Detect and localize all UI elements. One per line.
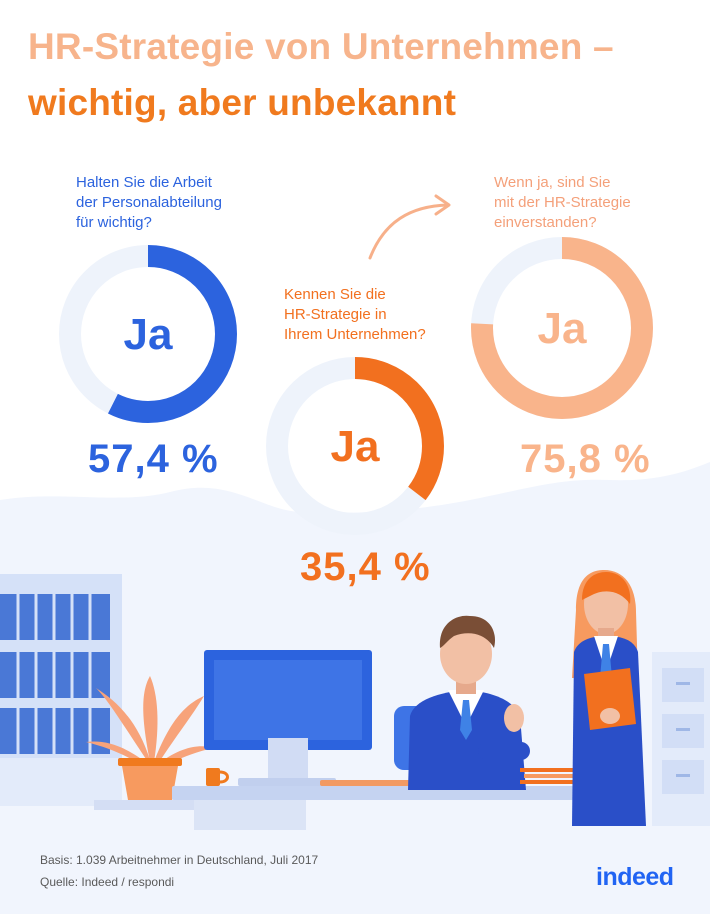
value-label-3: 75,8 % [520, 437, 651, 481]
donut-center-label-3: Ja [538, 304, 587, 353]
question-1: Halten Sie die Arbeit der Personalabteil… [76, 174, 222, 231]
footer-basis: Basis: 1.039 Arbeitnehmer in Deutschland… [40, 853, 319, 867]
footer-source: Quelle: Indeed / respondi [40, 875, 175, 889]
monitor-illustration [204, 650, 372, 786]
title-line-1: HR-Strategie von Unternehmen – [28, 26, 614, 67]
donut-slice-2 [266, 357, 444, 535]
question-2: Kennen Sie die HR-Strategie in Ihrem Unt… [284, 286, 426, 343]
donut-slice-3 [471, 237, 653, 419]
donut-center-label-1: Ja [124, 310, 173, 359]
curved-arrow-icon [368, 194, 451, 260]
cabinet-illustration [652, 652, 710, 826]
woman-illustration [572, 570, 646, 826]
donut-slice-1 [59, 245, 237, 423]
indeed-logo: indeed [596, 863, 674, 891]
plant-illustration [86, 676, 214, 800]
value-label-1: 57,4 % [88, 437, 219, 481]
value-label-2: 35,4 % [300, 545, 431, 589]
question-3: Wenn ja, sind Sie mit der HR-Strategie e… [494, 174, 631, 231]
mug-illustration [206, 768, 229, 786]
donut-center-label-2: Ja [331, 422, 380, 471]
man-illustration [408, 615, 582, 790]
title-line-2: wichtig, aber unbekannt [28, 82, 457, 123]
shelf-illustration [0, 574, 122, 806]
keyboard-illustration [320, 780, 412, 786]
